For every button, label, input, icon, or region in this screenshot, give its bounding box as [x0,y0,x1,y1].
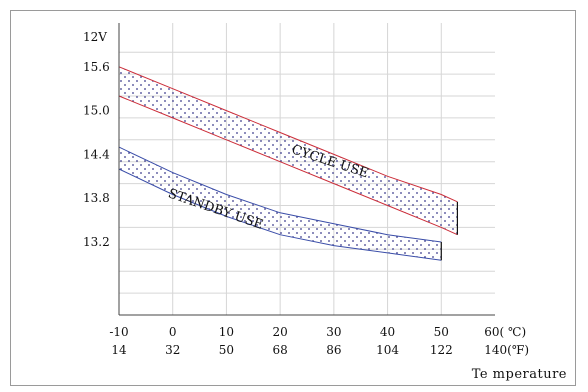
x-tick-fahrenheit: 104 [376,343,399,357]
chart-frame: CYCLE USE STANDBY USE 12V 15.6 15.0 14.4 13.8 1… [10,10,576,386]
y-tick-label: 15.6 [83,60,110,74]
x-tick-fahrenheit: 68 [273,343,288,357]
x-tick-fahrenheit: 32 [165,343,180,357]
y-tick-label: 13.2 [83,235,110,249]
x-tick-celsius: 40 [380,325,395,339]
y-unit-label: 12V [83,30,107,44]
x-tick-celsius: 30 [326,325,341,339]
x-tick-fahrenheit: 14 [111,343,127,357]
y-tick-label: 13.8 [83,191,110,205]
cycle-use-lower-line [118,95,458,236]
y-tick-label: 15.0 [83,104,110,118]
x-tick-celsius: 0 [169,325,177,339]
x-tick-celsius: 50 [434,325,449,339]
x-tick-celsius: 10 [219,325,234,339]
x-tick-fahrenheit: 86 [326,343,341,357]
x-axis-title: Te mperature [472,367,567,382]
x-tick-celsius: 20 [273,325,288,339]
standby-use-upper-line [118,146,442,243]
x-tick-fahrenheit: 122 [430,343,453,357]
standby-use-band-fill [119,147,442,261]
x-tick-celsius-end: 60( ℃) [484,325,526,339]
axes [118,23,495,316]
cycle-use-band-fill [119,66,458,235]
x-tick-fahrenheit: 50 [219,343,234,357]
bands [118,66,458,261]
y-tick-label: 14.4 [83,147,110,161]
x-tick-fahrenheit-end: 140(℉) [484,343,529,357]
x-tick-celsius: -10 [109,325,128,339]
standby-use-lower-line [118,168,442,261]
cycle-use-upper-line [118,66,458,203]
